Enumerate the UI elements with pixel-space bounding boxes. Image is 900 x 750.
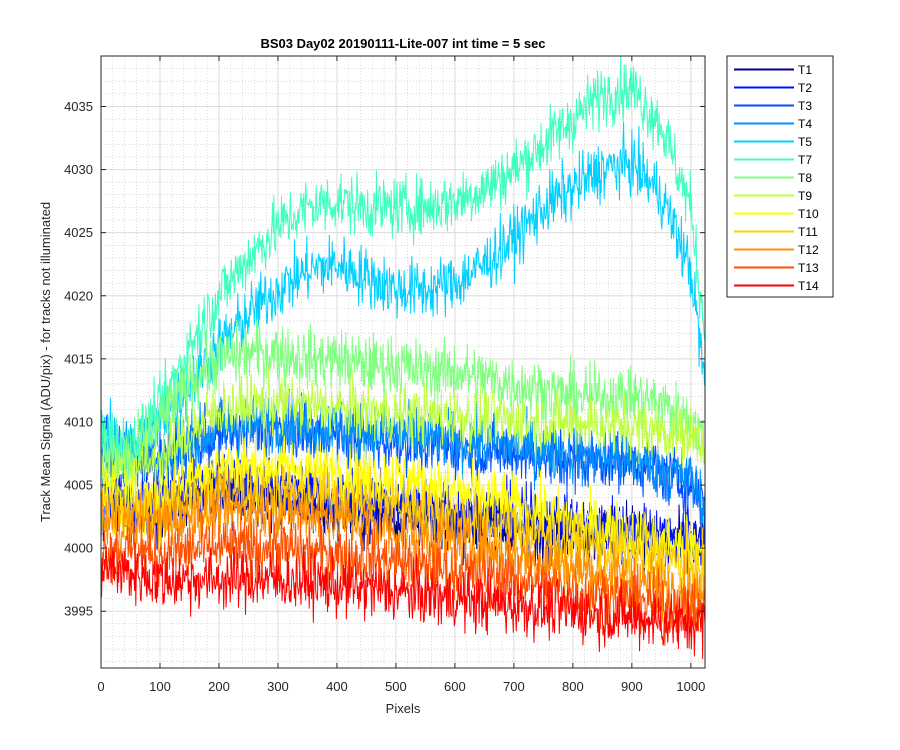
legend-label-t12: T12: [798, 243, 819, 257]
x-tick-label: 900: [621, 679, 643, 694]
plot-clip: [101, 56, 705, 659]
x-tick-label: 100: [149, 679, 171, 694]
y-tick-label: 4005: [64, 478, 93, 493]
legend-label-t11: T11: [798, 225, 818, 239]
x-axis-title: Pixels: [386, 701, 421, 716]
legend-label-t1: T1: [798, 63, 812, 77]
y-tick-label: 4025: [64, 225, 93, 240]
legend-label-t13: T13: [798, 261, 819, 275]
x-tick-label: 800: [562, 679, 584, 694]
x-tick-label: 700: [503, 679, 525, 694]
legend-label-t8: T8: [798, 171, 812, 185]
legend-label-t7: T7: [798, 153, 812, 167]
y-tick-label: 4020: [64, 288, 93, 303]
plot-frame: [100, 55, 706, 669]
legend-label-t10: T10: [798, 207, 819, 221]
x-tick-label: 0: [97, 679, 104, 694]
legend-label-t14: T14: [798, 279, 819, 293]
y-axis-title: Track Mean Signal (ADU/pix) - for tracks…: [38, 202, 53, 522]
y-tick-label: 4030: [64, 162, 93, 177]
series-line-t9: [101, 365, 705, 505]
legend-label-t4: T4: [798, 117, 812, 131]
legend-label-t3: T3: [798, 99, 812, 113]
x-tick-label: 600: [444, 679, 466, 694]
series-line-t14: [101, 542, 705, 659]
chart-title: BS03 Day02 20190111-Lite-007 int time = …: [260, 36, 545, 51]
x-tick-label: 400: [326, 679, 348, 694]
axes: 0 100 200 300 400 500 600 700 800 900 1000 3995 4000…: [64, 56, 705, 694]
legend-label-t9: T9: [798, 189, 812, 203]
series-line-t13: [101, 508, 705, 647]
x-tick-label: 200: [208, 679, 230, 694]
x-tick-label: 500: [385, 679, 407, 694]
legend: T1 T2 T3 T4 T5 T7 T8 T9 T10 T11 T12 T13 T14: [726, 55, 834, 298]
y-tick-label: 4035: [64, 99, 93, 114]
series-line-t7: [101, 56, 705, 482]
x-tick-label: 300: [267, 679, 289, 694]
legend-label-t2: T2: [798, 81, 812, 95]
y-tick-label: 3995: [64, 604, 93, 619]
series-line-t8: [101, 319, 705, 496]
y-tick-label: 4010: [64, 414, 93, 429]
legend-label-t5: T5: [798, 135, 812, 149]
y-tick-label: 4000: [64, 541, 93, 556]
series-layer: [101, 56, 705, 659]
legend-items: T1 T2 T3 T4 T5 T7 T8 T9 T10 T11 T12 T13 T14: [734, 63, 819, 293]
y-tick-label: 4015: [64, 351, 93, 366]
x-tick-label: 1000: [676, 679, 705, 694]
